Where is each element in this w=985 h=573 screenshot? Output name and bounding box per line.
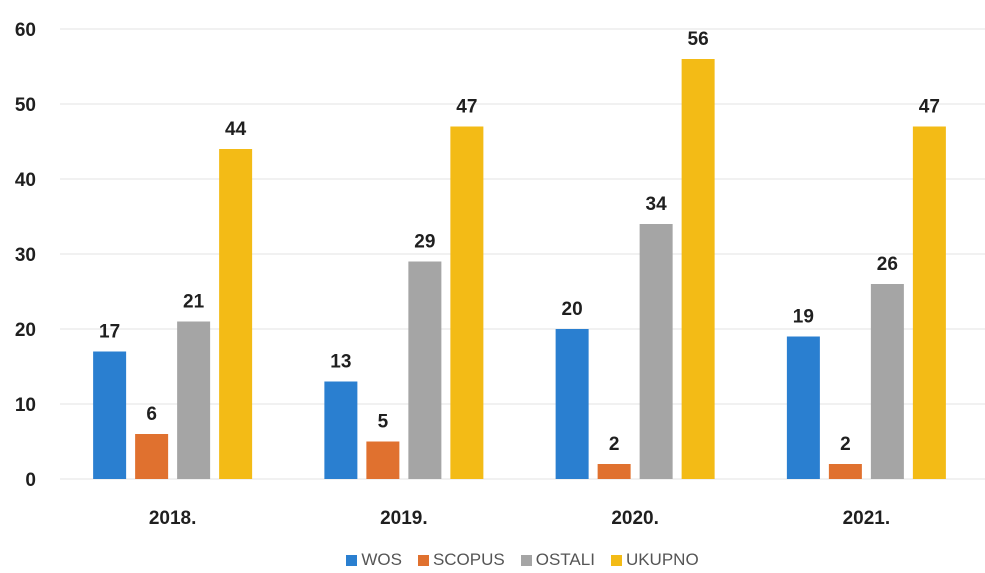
data-label: 13 <box>330 352 351 373</box>
y-tick-label: 0 <box>25 470 36 491</box>
bar-ostali <box>408 261 442 479</box>
data-label: 5 <box>378 412 389 433</box>
legend-item: OSTALI <box>520 550 595 570</box>
bar-ostali <box>639 224 673 479</box>
data-label: 47 <box>919 97 940 118</box>
legend-item: UKUPNO <box>610 550 699 570</box>
data-label: 2 <box>609 434 620 455</box>
bar-chart: 010203040506017621442018.13529472019.202… <box>15 20 985 529</box>
bar-ostali <box>177 321 211 479</box>
data-label: 6 <box>146 404 157 425</box>
y-tick-label: 30 <box>15 245 36 266</box>
bar-scopus <box>135 434 169 479</box>
x-tick-label: 2020. <box>611 508 659 529</box>
legend: WOS SCOPUS OSTALI UKUPNO <box>30 550 985 570</box>
bar-ukupno <box>681 59 715 479</box>
data-label: 29 <box>414 232 435 253</box>
data-label: 17 <box>99 322 120 343</box>
bar-wos <box>324 381 358 479</box>
x-tick-label: 2021. <box>843 508 891 529</box>
legend-item: SCOPUS <box>417 550 505 570</box>
data-label: 26 <box>877 254 898 275</box>
bar-scopus <box>828 464 862 479</box>
data-label: 2 <box>840 434 851 455</box>
bar-ukupno <box>219 149 253 479</box>
legend-label: SCOPUS <box>432 550 505 569</box>
data-label: 20 <box>562 299 583 320</box>
y-tick-label: 20 <box>15 320 36 341</box>
data-label: 19 <box>793 307 814 328</box>
legend-swatch <box>346 554 358 566</box>
data-label: 21 <box>183 292 205 313</box>
x-tick-label: 2018. <box>149 508 197 529</box>
y-tick-label: 60 <box>15 20 36 41</box>
bar-scopus <box>366 441 400 479</box>
bar-ostali <box>870 284 904 479</box>
bar-scopus <box>597 464 631 479</box>
bar-wos <box>555 329 589 479</box>
data-label: 44 <box>225 119 247 140</box>
legend-label: OSTALI <box>535 550 595 569</box>
bar-wos <box>93 351 127 479</box>
y-tick-label: 50 <box>15 95 36 116</box>
data-label: 47 <box>456 97 477 118</box>
bar-ukupno <box>450 126 484 479</box>
data-label: 34 <box>646 194 668 215</box>
x-tick-label: 2019. <box>380 508 428 529</box>
legend-swatch <box>417 554 429 566</box>
y-tick-label: 40 <box>15 170 36 191</box>
y-tick-label: 10 <box>15 395 36 416</box>
bar-ukupno <box>912 126 946 479</box>
legend-label: UKUPNO <box>625 550 699 569</box>
legend-label: WOS <box>361 550 402 569</box>
data-label: 56 <box>688 29 709 50</box>
bar-wos <box>786 336 820 479</box>
legend-swatch <box>520 554 532 566</box>
legend-item: WOS <box>346 550 402 570</box>
legend-swatch <box>610 554 622 566</box>
